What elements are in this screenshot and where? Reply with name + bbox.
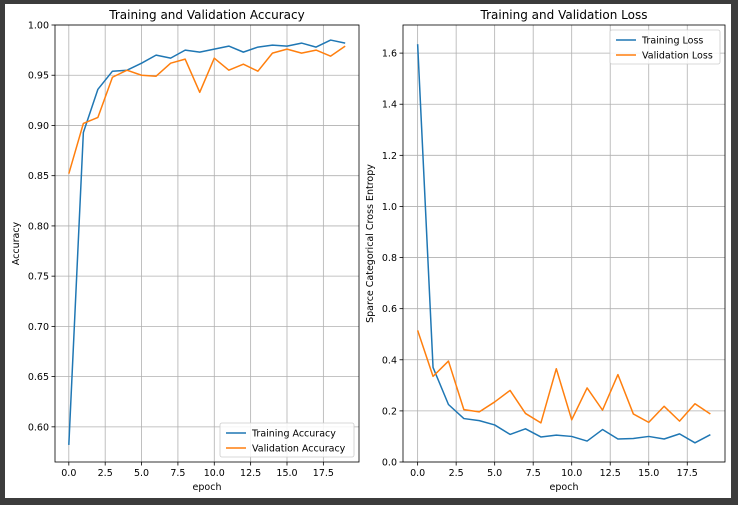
y-tick-label: 0.90 [28, 121, 49, 132]
legend-label: Training Accuracy [251, 429, 336, 440]
x-tick-label: 15.0 [276, 468, 297, 479]
x-tick-label: 2.5 [98, 468, 113, 479]
series-line-validation-loss [416, 330, 711, 424]
chart-title: Training and Validation Accuracy [108, 8, 304, 22]
x-tick-label: 0.0 [410, 468, 425, 479]
figure-canvas: 0.0 2.5 5.0 7.5 10.0 12.5 15.0 17.5 0.60 0.65 0.70… [11, 8, 726, 493]
y-axis-label: Accuracy [11, 221, 22, 265]
y-tick-label: 0.4 [382, 355, 397, 366]
y-tick-label: 1.6 [382, 49, 397, 60]
x-tick-label: 12.5 [600, 468, 621, 479]
y-tick-label: 0.2 [382, 406, 397, 417]
x-tick-label: 0.0 [61, 468, 76, 479]
x-tick-label: 17.5 [313, 468, 334, 479]
accuracy-chart: 0.0 2.5 5.0 7.5 10.0 12.5 15.0 17.5 0.60 0.65 0.70… [11, 8, 360, 493]
y-tick-label: 1.00 [28, 21, 49, 32]
legend-box [609, 29, 721, 65]
figure: 0.0 2.5 5.0 7.5 10.0 12.5 15.0 17.5 0.60 0.65 0.70… [5, 4, 731, 498]
x-tick-label: 10.0 [561, 468, 582, 479]
loss-chart: 0.0 2.5 5.0 7.5 10.0 12.5 15.0 17.5 0.0 0.2 0.4 0.6… [365, 8, 726, 493]
legend: Training Accuracy Validation Accuracy [219, 422, 355, 458]
axes-frame [402, 24, 726, 463]
x-tick-label: 17.5 [677, 468, 698, 479]
legend: Training Loss Validation Loss [609, 29, 721, 65]
legend-label: Validation Accuracy [252, 444, 346, 455]
chart-title: Training and Validation Loss [480, 8, 648, 22]
x-tick-label: 12.5 [240, 468, 261, 479]
series-line-validation-accuracy [68, 45, 346, 174]
y-tick-label: 0.60 [28, 422, 49, 433]
x-axis-label: epoch [550, 482, 579, 493]
y-tick-label: 0.70 [28, 322, 49, 333]
x-tick-label: 2.5 [449, 468, 464, 479]
axes-frame [54, 24, 360, 463]
y-tick-label: 0.85 [28, 171, 49, 182]
y-tick-label: 1.4 [382, 100, 397, 111]
x-tick-label: 7.5 [526, 468, 541, 479]
y-tick-label: 0.95 [28, 71, 49, 82]
x-tick-label: 7.5 [170, 468, 185, 479]
legend-box [219, 422, 355, 458]
y-tick-label: 0.0 [382, 458, 397, 469]
y-tick-label: 0.80 [28, 221, 49, 232]
legend-label: Training Loss [641, 36, 703, 47]
x-tick-label: 5.0 [487, 468, 502, 479]
y-tick-label: 0.8 [382, 253, 397, 264]
series-line-training-loss [416, 44, 711, 444]
x-axis-label: epoch [193, 482, 222, 493]
y-tick-label: 1.2 [382, 151, 397, 162]
y-tick-label: 0.75 [28, 272, 49, 283]
x-tick-label: 15.0 [638, 468, 659, 479]
x-tick-label: 5.0 [134, 468, 149, 479]
series-line-training-accuracy [68, 39, 346, 445]
y-tick-label: 0.6 [382, 304, 397, 315]
y-axis-label: Sparce Categorical Cross Entropy [365, 164, 376, 323]
y-tick-label: 1.0 [382, 202, 397, 213]
y-tick-label: 0.65 [28, 372, 49, 383]
legend-label: Validation Loss [642, 51, 713, 62]
x-tick-label: 10.0 [204, 468, 225, 479]
